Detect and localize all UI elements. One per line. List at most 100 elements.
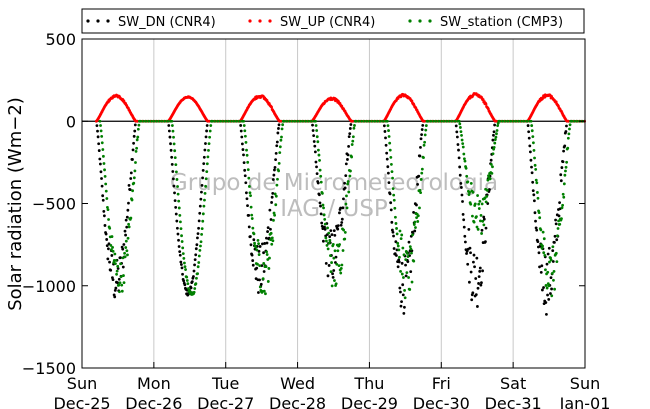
data-point (416, 220, 420, 223)
data-point (279, 119, 283, 123)
data-point (339, 271, 343, 275)
data-point (119, 256, 122, 260)
data-point (177, 238, 180, 242)
data-point (410, 251, 413, 255)
x-axis: SunDec-25MonDec-26TueDec-27WedDec-28ThuD… (53, 362, 610, 409)
data-point (243, 129, 247, 133)
data-point (252, 232, 256, 236)
data-point (389, 208, 393, 212)
data-point (373, 119, 377, 123)
data-point (493, 141, 497, 145)
data-point (270, 242, 274, 246)
data-point (314, 160, 318, 164)
data-point (257, 253, 261, 256)
data-point (454, 124, 458, 128)
data-point (347, 190, 351, 194)
data-point (311, 123, 314, 127)
data-point (181, 272, 184, 276)
data-point (262, 251, 265, 255)
data-point (320, 224, 324, 228)
data-point (275, 183, 279, 187)
data-point (472, 253, 476, 257)
data-point (536, 191, 539, 194)
data-point (534, 178, 538, 182)
data-point (103, 175, 107, 178)
data-point (461, 142, 465, 145)
data-point (278, 151, 282, 154)
data-point (251, 259, 255, 262)
data-point (390, 170, 394, 174)
data-point (462, 218, 466, 222)
data-point (482, 215, 486, 219)
data-point (265, 253, 269, 256)
data-point (346, 182, 350, 186)
data-point (476, 286, 480, 290)
data-point (348, 174, 352, 178)
data-point (312, 134, 316, 138)
data-point (555, 260, 559, 264)
data-point (469, 251, 472, 255)
data-point (529, 119, 533, 123)
data-point (467, 193, 471, 197)
data-point (283, 119, 287, 123)
data-point (242, 153, 245, 157)
data-point (492, 130, 496, 134)
data-point (269, 238, 272, 242)
data-point (114, 259, 118, 262)
data-point (457, 119, 461, 123)
data-point (175, 219, 179, 223)
data-point (268, 208, 272, 212)
data-point (271, 239, 275, 243)
data-point (459, 186, 463, 189)
data-point (108, 260, 111, 264)
data-point (123, 251, 126, 255)
data-point (316, 181, 320, 185)
watermark-line-1: Grupo de Micrometeorologia (170, 170, 498, 196)
data-point (416, 214, 420, 218)
legend-label: SW_station (CMP3) (440, 15, 563, 30)
data-point (482, 217, 486, 221)
data-point (532, 199, 536, 203)
data-point (328, 238, 332, 242)
data-point (142, 119, 146, 123)
data-point (277, 169, 281, 173)
data-point (534, 226, 538, 230)
data-point (174, 212, 178, 216)
data-point (170, 155, 174, 159)
series-2 (98, 119, 585, 300)
data-point (167, 129, 171, 133)
data-point (461, 212, 465, 216)
data-point (534, 168, 538, 171)
data-point (113, 295, 117, 299)
data-point (535, 228, 539, 232)
data-point (100, 141, 104, 145)
data-point (473, 202, 477, 206)
data-point (534, 219, 537, 223)
data-point (197, 254, 201, 258)
data-point (131, 158, 134, 161)
data-point (509, 119, 513, 123)
data-point (97, 149, 101, 152)
data-point (538, 216, 542, 220)
data-point (480, 232, 483, 235)
data-point (419, 191, 423, 195)
data-point (406, 255, 410, 258)
data-point (525, 119, 529, 123)
data-point (321, 192, 324, 195)
data-point (291, 119, 295, 123)
data-point (419, 178, 423, 181)
data-point (422, 143, 426, 147)
data-point (391, 176, 394, 180)
data-point (197, 219, 201, 223)
data-point (351, 139, 355, 143)
data-point (167, 124, 171, 127)
data-point (544, 301, 548, 304)
data-point (247, 176, 251, 180)
data-point (325, 244, 329, 247)
data-point (136, 127, 140, 131)
x-tick-label-day: Thu (353, 374, 384, 393)
data-point (394, 222, 398, 225)
data-point (344, 202, 348, 206)
data-point (489, 163, 493, 166)
data-point (179, 260, 183, 264)
